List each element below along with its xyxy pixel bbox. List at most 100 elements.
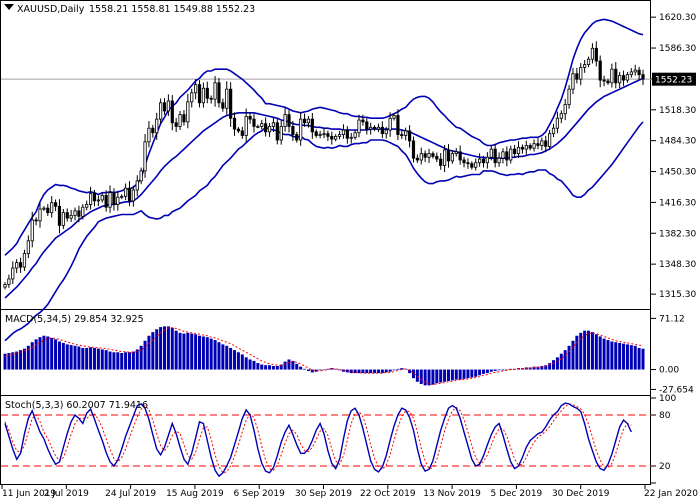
stochastic-pane[interactable]: 100 80 20 Stoch(5,3,3) 60.2007 71.9416: [1, 394, 676, 484]
candle-body: [77, 210, 81, 217]
candle-body: [221, 102, 225, 109]
macd-bar: [380, 369, 384, 374]
candle: [205, 81, 209, 104]
candle-body: [485, 156, 489, 164]
candle-body: [38, 208, 42, 222]
candle-body: [166, 100, 170, 112]
candle: [439, 153, 443, 170]
candle: [306, 115, 311, 128]
candle: [275, 118, 279, 145]
candle: [384, 126, 388, 139]
macd-bar: [373, 369, 377, 374]
candle: [279, 120, 283, 145]
macd-bar: [478, 369, 482, 376]
candle-body: [151, 127, 155, 134]
candle-body: [127, 187, 132, 202]
candle: [209, 95, 213, 104]
candle: [520, 144, 525, 154]
macd-pane[interactable]: 71.12 0.00 -27.654 MACD(5,34,5) 29.854 32.…: [3, 314, 695, 395]
candle-body: [96, 199, 100, 202]
candle-body: [388, 117, 392, 131]
candle-body: [614, 68, 618, 84]
candle-body: [353, 132, 357, 138]
macd-bar: [361, 369, 365, 374]
candle: [264, 117, 268, 137]
macd-bar: [279, 364, 283, 370]
candle: [435, 152, 439, 163]
candle: [295, 131, 299, 143]
candle-body: [435, 155, 439, 160]
macd-bar: [217, 342, 221, 370]
macd-bar: [151, 332, 155, 370]
candle: [100, 192, 104, 203]
time-tick-label: 11 Jun 2019: [2, 489, 56, 499]
candle: [174, 117, 178, 133]
candle: [462, 156, 466, 168]
candle: [178, 111, 182, 130]
candle-body: [287, 114, 291, 127]
macd-bar: [590, 332, 594, 370]
candle-body: [396, 115, 400, 135]
stoch-tick-label: 80: [659, 411, 671, 421]
candle: [182, 110, 186, 126]
candle: [466, 158, 470, 169]
macd-bar: [155, 329, 159, 370]
candle: [151, 124, 155, 138]
macd-bar: [544, 365, 548, 370]
macd-bar: [131, 351, 135, 370]
candle: [291, 120, 295, 141]
macd-bar: [178, 332, 182, 370]
candle-body: [590, 47, 595, 60]
macd-bar: [338, 369, 342, 371]
macd-bar: [400, 368, 404, 370]
candle: [567, 85, 571, 109]
macd-bar: [116, 352, 120, 370]
macd-bar: [38, 337, 42, 370]
macd-bar: [69, 345, 73, 370]
candle-body: [369, 126, 373, 130]
candle-body: [345, 129, 349, 139]
macd-bar: [575, 335, 579, 370]
candle: [123, 183, 128, 201]
macd-bar: [190, 333, 194, 370]
price-tick-label: 1315.30: [659, 290, 696, 300]
candle: [583, 59, 587, 73]
candle-body: [571, 73, 575, 90]
macd-bar: [108, 351, 112, 370]
candle-body: [182, 114, 186, 123]
candle-body: [88, 193, 93, 205]
macd-bar: [641, 348, 645, 370]
macd-bar: [637, 347, 641, 370]
candle: [349, 132, 353, 144]
macd-bar: [485, 369, 489, 374]
candle: [450, 150, 454, 164]
macd-bar: [275, 365, 279, 370]
symbol-dropdown-icon[interactable]: [4, 4, 14, 10]
macd-bar: [376, 369, 380, 374]
candle-body: [602, 79, 606, 82]
price-tick-label: 1382.30: [659, 229, 696, 239]
candle: [330, 131, 334, 145]
candle-body: [15, 262, 19, 269]
macd-bar: [57, 341, 61, 370]
candle: [139, 167, 143, 185]
candle-body: [81, 206, 85, 217]
stoch-main-path: [4, 402, 632, 478]
macd-bar: [404, 368, 408, 370]
price-pane[interactable]: 1620.301586.301552.301518.301484.301450.…: [1, 4, 696, 342]
candle: [197, 80, 202, 108]
candle-body: [225, 88, 229, 109]
candle-body: [178, 114, 182, 127]
time-tick-label: 6 Sep 2019: [234, 489, 286, 499]
macd-bar: [26, 345, 30, 370]
candle: [96, 195, 100, 207]
candle: [396, 109, 400, 141]
candle: [322, 128, 326, 139]
candle: [34, 217, 38, 226]
candle-body: [186, 101, 190, 123]
candle: [236, 127, 241, 134]
candle: [575, 67, 579, 84]
candle: [590, 43, 595, 64]
candle: [225, 81, 229, 115]
